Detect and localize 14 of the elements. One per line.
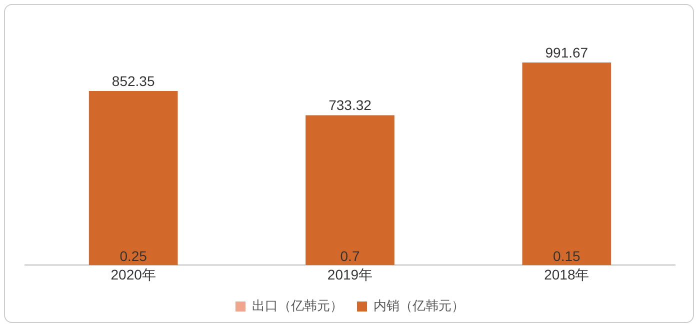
x-tick-label: 2018年 bbox=[544, 266, 590, 282]
data-label: 0.15 bbox=[553, 248, 581, 264]
legend-label: 内销（亿韩元） bbox=[374, 298, 464, 314]
x-tick-label: 2019年 bbox=[327, 266, 373, 282]
data-label: 733.32 bbox=[328, 97, 372, 114]
data-label: 0.25 bbox=[120, 248, 148, 264]
data-label: 852.35 bbox=[112, 72, 155, 89]
data-label: 991.67 bbox=[545, 44, 588, 60]
x-tick-label: 2020年 bbox=[110, 266, 156, 282]
bar bbox=[88, 90, 178, 266]
bar bbox=[522, 62, 612, 266]
legend-label: 出口（亿韩元） bbox=[252, 298, 343, 314]
bar bbox=[306, 115, 394, 266]
data-label: 0.7 bbox=[340, 248, 360, 264]
